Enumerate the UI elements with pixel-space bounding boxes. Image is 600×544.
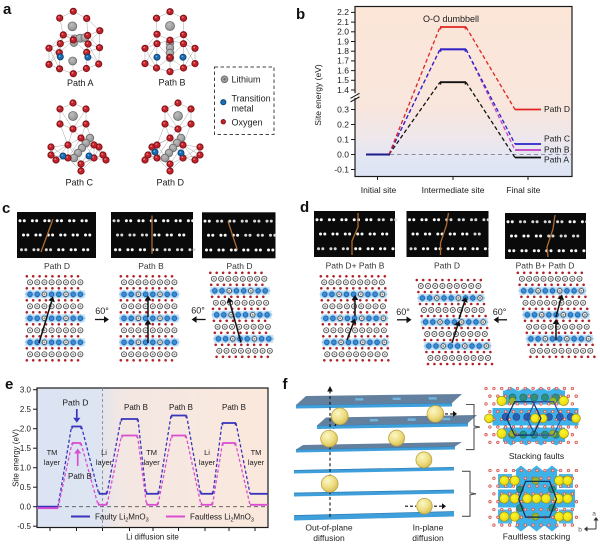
svg-text:0.1: 0.1 (337, 134, 349, 144)
svg-text:a: a (592, 511, 596, 518)
svg-text:TM: TM (251, 448, 262, 457)
svg-text:1.0: 1.0 (20, 464, 32, 473)
svg-text:Site energy (eV): Site energy (eV) (12, 429, 21, 487)
svg-text:0.0: 0.0 (337, 149, 349, 159)
svg-text:Transition: Transition (232, 93, 271, 103)
svg-text:0.0: 0.0 (20, 503, 32, 512)
svg-text:Li diffusion site: Li diffusion site (126, 533, 179, 542)
svg-text:layer: layer (44, 458, 61, 467)
svg-text:Path B: Path B (169, 403, 193, 412)
svg-text:60°: 60° (493, 307, 507, 317)
svg-text:Path A: Path A (544, 155, 569, 165)
svg-text:Path C: Path C (544, 134, 570, 144)
svg-text:60°: 60° (191, 306, 205, 316)
svg-text:O-O dumbbell: O-O dumbbell (423, 14, 479, 24)
svg-text:Path B: Path B (158, 78, 185, 88)
svg-text:d: d (300, 199, 309, 216)
svg-text:diffusion: diffusion (412, 533, 444, 543)
svg-text:Path D: Path D (544, 104, 570, 114)
svg-text:b: b (578, 527, 582, 534)
svg-text:layer: layer (96, 458, 113, 467)
svg-text:Path B: Path B (544, 145, 570, 155)
svg-text:Path B: Path B (138, 261, 164, 271)
svg-text:TM: TM (47, 448, 58, 457)
svg-text:Faultless Li2MnO3: Faultless Li2MnO3 (190, 513, 254, 524)
svg-text:In-plane: In-plane (413, 523, 444, 533)
svg-text:Initial site: Initial site (361, 185, 397, 195)
svg-text:c: c (2, 200, 10, 217)
svg-text:Final site: Final site (506, 185, 540, 195)
svg-text:Path B: Path B (124, 403, 148, 412)
svg-text:1.4: 1.4 (337, 85, 349, 95)
svg-text:Faulty Li2MnO3: Faulty Li2MnO3 (95, 513, 149, 524)
svg-text:Li: Li (204, 448, 210, 457)
svg-text:Li: Li (101, 448, 107, 457)
svg-text:Path D: Path D (156, 178, 184, 188)
svg-text:layer: layer (248, 458, 265, 467)
svg-text:1.9: 1.9 (337, 36, 349, 46)
svg-text:2.0: 2.0 (20, 425, 32, 434)
svg-text:-0.5: -0.5 (17, 522, 31, 531)
svg-text:0.5: 0.5 (20, 483, 32, 492)
svg-text:2.0: 2.0 (337, 27, 349, 37)
svg-text:3.0: 3.0 (20, 386, 32, 395)
svg-text:layer: layer (143, 458, 160, 467)
svg-text:TM: TM (146, 448, 157, 457)
svg-text:Oxygen: Oxygen (232, 117, 263, 127)
svg-text:Path D: Path D (227, 261, 253, 271)
svg-text:Path A: Path A (67, 78, 94, 88)
svg-text:Stacking faults: Stacking faults (509, 451, 564, 461)
svg-text:e: e (5, 376, 13, 393)
svg-text:diffusion: diffusion (313, 533, 345, 543)
svg-text:Path B: Path B (68, 472, 92, 481)
svg-text:f: f (283, 376, 289, 393)
svg-text:Path D: Path D (434, 261, 460, 271)
svg-text:1.8: 1.8 (337, 46, 349, 56)
svg-text:60°: 60° (95, 306, 109, 316)
svg-text:a: a (3, 1, 12, 18)
svg-text:Path B+ Path D: Path B+ Path D (516, 261, 575, 271)
svg-text:1.5: 1.5 (20, 444, 32, 453)
svg-text:Faultless stacking: Faultless stacking (503, 532, 571, 542)
svg-text:layer: layer (199, 458, 216, 467)
svg-text:Path D+ Path B: Path D+ Path B (326, 261, 385, 271)
svg-text:Path D: Path D (44, 261, 70, 271)
svg-text:2.5: 2.5 (20, 405, 32, 414)
svg-text:-0.1: -0.1 (334, 164, 349, 174)
svg-text:0.3: 0.3 (337, 104, 349, 114)
svg-text:Path C: Path C (65, 178, 93, 188)
svg-text:Path B: Path B (222, 403, 246, 412)
svg-text:1.7: 1.7 (337, 56, 349, 66)
svg-text:b: b (296, 6, 305, 23)
svg-text:metal: metal (232, 103, 254, 113)
svg-text:2.2: 2.2 (337, 7, 349, 17)
svg-text:Out-of-plane: Out-of-plane (305, 523, 353, 533)
svg-text:0.2: 0.2 (337, 119, 349, 129)
svg-text:Lithium: Lithium (232, 74, 261, 84)
svg-text:Intermediate site: Intermediate site (422, 185, 485, 195)
svg-text:Path D: Path D (62, 398, 88, 408)
svg-text:1.5: 1.5 (337, 75, 349, 85)
svg-text:Site energy (eV): Site energy (eV) (313, 64, 323, 126)
svg-text:1.6: 1.6 (337, 65, 349, 75)
svg-text:2.1: 2.1 (337, 17, 349, 27)
svg-text:60°: 60° (396, 307, 410, 317)
